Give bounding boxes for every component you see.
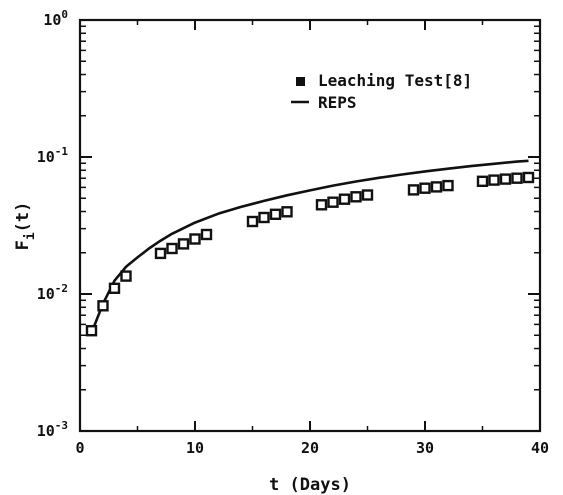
legend-marker-leaching [296, 77, 305, 86]
x-tick-label: 20 [301, 439, 319, 457]
x-tick-label: 40 [531, 439, 549, 457]
x-tick-label: 10 [186, 439, 204, 457]
leaching-test-point [361, 189, 374, 201]
y-tick-label: 10-1 [37, 145, 69, 166]
leaching-test-point [200, 228, 213, 241]
leaching-test-point [269, 208, 282, 221]
legend: Leaching Test[8] REPS [291, 71, 472, 112]
leaching-test-point [522, 171, 535, 184]
y-axis-label-sub: i [23, 232, 38, 240]
leaching-test-point [166, 242, 178, 255]
y-tick-exponent: -3 [55, 419, 68, 432]
leaching-test-point [511, 172, 523, 184]
y-tick-exponent: -2 [55, 282, 68, 295]
y-tick-label: 10-3 [37, 419, 68, 440]
leaching-test-point [108, 282, 121, 294]
x-axis-label: t (Days) [269, 475, 351, 495]
y-tick-base: 10 [37, 422, 55, 440]
leaching-test-point [350, 191, 362, 203]
leaching-test-point [154, 247, 167, 260]
y-axis-label-tail: (t) [13, 202, 33, 233]
leaching-test-point [177, 238, 190, 250]
leaching-test-point [327, 196, 339, 208]
x-axis: 0 10 20 30 40 [75, 20, 549, 457]
y-tick-label: 100 [43, 8, 68, 29]
legend-label-leaching: Leaching Test[8] [318, 71, 472, 90]
leaching-test-point [85, 325, 98, 337]
y-tick-base: 10 [37, 285, 55, 303]
legend-label-reps: REPS [318, 93, 357, 112]
leaching-test-point [488, 174, 500, 186]
leaching-markers-group [85, 171, 535, 337]
reps-line [90, 159, 529, 334]
leaching-test-point [281, 206, 293, 218]
leaching-test-point [476, 175, 489, 188]
leaching-test-point [499, 173, 512, 185]
leaching-test-point [97, 300, 109, 312]
y-tick-exponent: -1 [55, 145, 69, 158]
x-tick-label: 0 [75, 439, 84, 457]
x-tick-label: 30 [416, 439, 434, 457]
leaching-test-point [246, 215, 259, 228]
leaching-test-point [258, 211, 270, 224]
leaching-test-point [338, 193, 351, 205]
y-axis-label-main: F [13, 240, 33, 250]
y-tick-base: 10 [43, 11, 61, 29]
y-tick-exponent: 0 [61, 8, 68, 21]
reps-line-group [90, 159, 529, 334]
leaching-test-point [120, 270, 132, 282]
y-tick-base: 10 [37, 148, 55, 166]
y-axis-label: Fi(t) [13, 202, 38, 251]
leaching-test-point [189, 233, 201, 245]
leaching-test-point [419, 182, 431, 194]
leaching-test-point [315, 199, 328, 211]
leaching-test-point [430, 181, 443, 193]
y-tick-label: 10-2 [37, 282, 68, 303]
leaching-test-point [407, 184, 420, 196]
leaching-test-point [442, 179, 454, 192]
